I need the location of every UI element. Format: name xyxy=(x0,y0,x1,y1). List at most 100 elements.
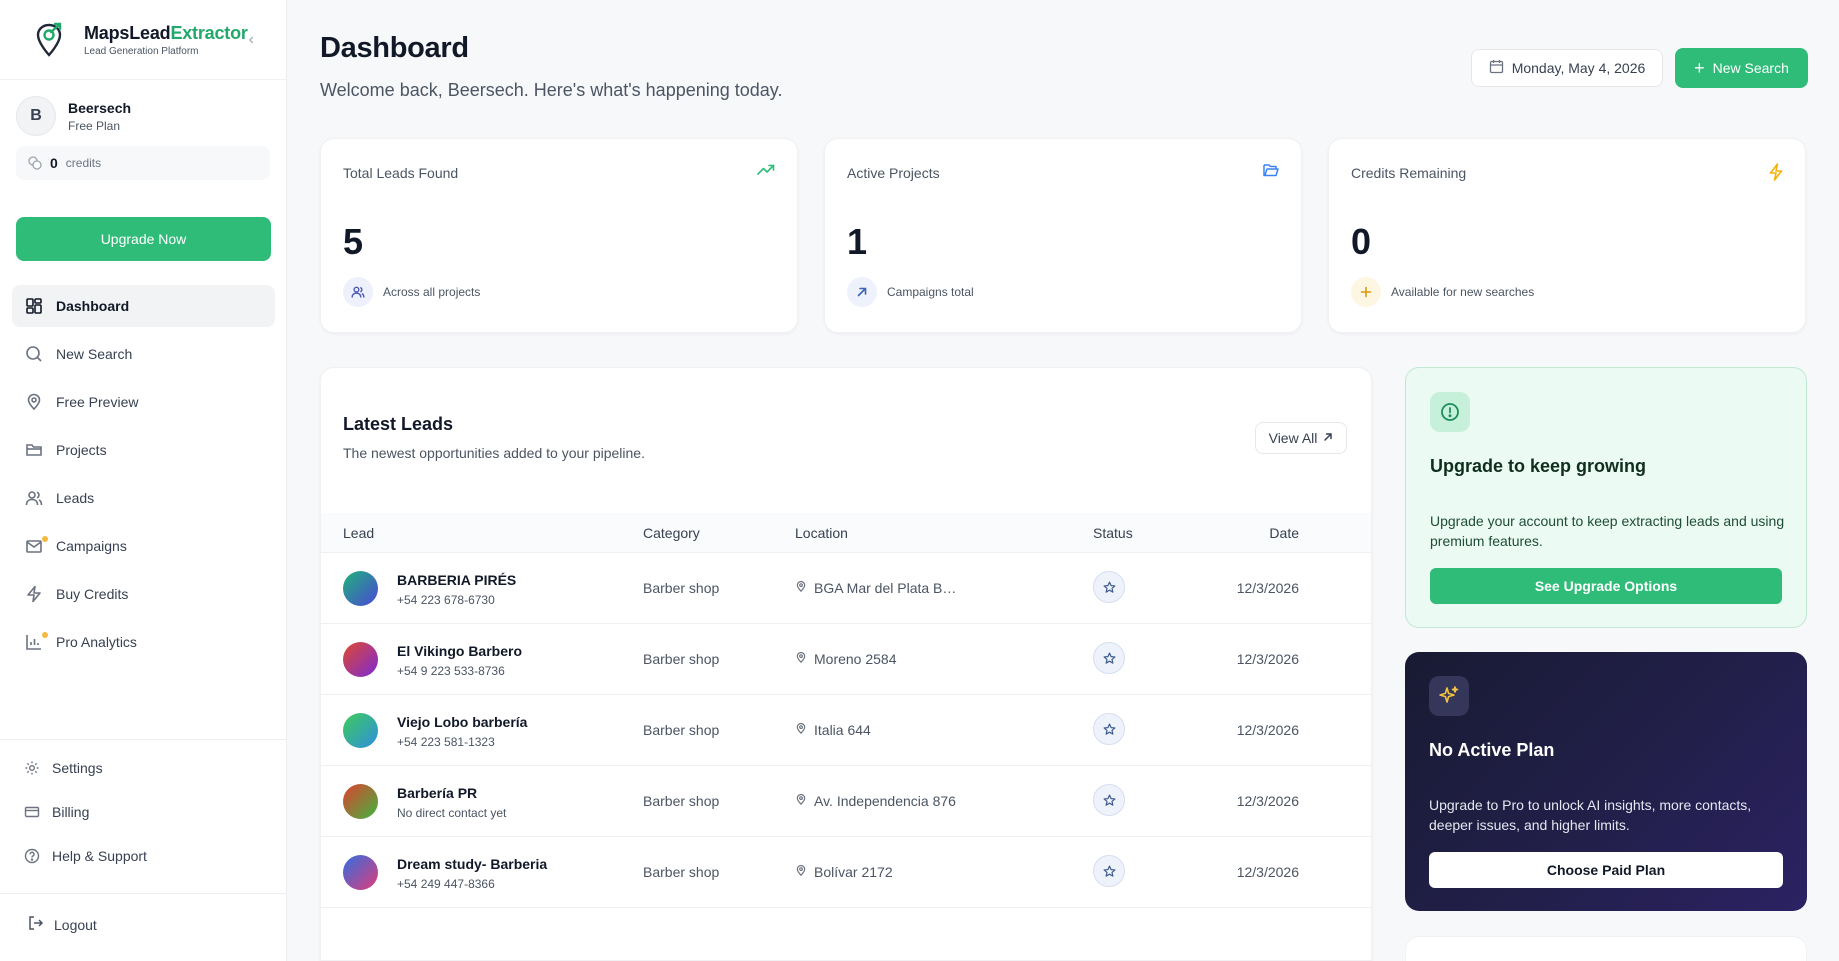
chart-icon xyxy=(24,632,44,652)
sidebar-item-billing[interactable]: Billing xyxy=(12,793,275,831)
star-icon[interactable] xyxy=(1093,855,1125,887)
alert-circle-icon xyxy=(1430,392,1470,432)
star-icon[interactable] xyxy=(1093,784,1125,816)
stat-value: 0 xyxy=(1351,221,1372,262)
map-pin-icon xyxy=(795,651,807,667)
sidebar-item-free-preview[interactable]: Free Preview xyxy=(12,381,275,423)
column-header-status[interactable]: Status xyxy=(1093,525,1133,541)
star-icon[interactable] xyxy=(1093,642,1125,674)
lead-location: Italia 644 xyxy=(795,722,871,738)
lead-name[interactable]: BARBERIA PIRÉS xyxy=(397,572,517,588)
users-icon xyxy=(343,277,373,307)
table-row[interactable]: BARBERIA PIRÉS +54 223 678-6730 Barber s… xyxy=(321,553,1371,624)
table-row[interactable]: Dream study- Barberia +54 249 447-8366 B… xyxy=(321,837,1371,908)
sidebar-item-label: Dashboard xyxy=(56,298,130,314)
main-content: Dashboard Welcome back, Beersech. Here's… xyxy=(287,0,1839,961)
lead-phone: +54 223 581-1323 xyxy=(397,735,495,749)
lead-location-text: Italia 644 xyxy=(814,722,871,738)
sidebar-item-buy-credits[interactable]: Buy Credits xyxy=(12,573,275,615)
page-title: Dashboard xyxy=(320,32,469,64)
lead-location: BGA Mar del Plata B… xyxy=(795,580,956,596)
table-row[interactable]: Barbería PR No direct contact yet Barber… xyxy=(321,766,1371,837)
sidebar-item-label: Leads xyxy=(56,490,95,506)
page-subtitle: Welcome back, Beersech. Here's what's ha… xyxy=(320,80,783,100)
lead-location: Av. Independencia 876 xyxy=(795,793,956,809)
table-row[interactable]: Viejo Lobo barbería +54 223 581-1323 Bar… xyxy=(321,695,1371,766)
credits-label: credits xyxy=(65,156,102,170)
sidebar: MapsLeadExtractor Lead Generation Platfo… xyxy=(0,0,287,961)
column-header-lead[interactable]: Lead xyxy=(343,525,375,541)
stat-label: Total Leads Found xyxy=(343,165,459,181)
stat-foot: Campaigns total xyxy=(887,285,974,299)
lead-category: Barber shop xyxy=(643,864,720,880)
lead-avatar xyxy=(343,784,378,819)
user-panel: B Beersech Free Plan 0 credits xyxy=(0,80,286,180)
user-plan: Free Plan xyxy=(68,118,121,133)
stat-value: 5 xyxy=(343,221,364,262)
lead-location-text: Moreno 2584 xyxy=(814,651,897,667)
lead-category: Barber shop xyxy=(643,722,720,738)
upgrade-card: Upgrade to keep growing Upgrade your acc… xyxy=(1405,367,1807,628)
stat-foot: Across all projects xyxy=(383,285,481,299)
sidebar-item-label: Pro Analytics xyxy=(56,634,137,650)
stat-card-credits-remaining: Credits Remaining 0 Available for new se… xyxy=(1328,138,1806,333)
lead-date: 12/3/2026 xyxy=(1236,864,1299,880)
sidebar-item-label: Free Preview xyxy=(56,394,139,410)
sidebar-item-label: Billing xyxy=(52,804,90,820)
lead-name[interactable]: Barbería PR xyxy=(397,785,478,801)
brand[interactable]: MapsLeadExtractor Lead Generation Platfo… xyxy=(0,0,286,80)
map-pin-icon xyxy=(795,793,807,809)
stat-label: Active Projects xyxy=(847,165,940,181)
plus-icon xyxy=(1351,277,1381,307)
additional-card xyxy=(1405,936,1807,961)
star-icon[interactable] xyxy=(1093,571,1125,603)
lead-name[interactable]: Viejo Lobo barbería xyxy=(397,714,528,730)
sidebar-item-pro-analytics[interactable]: Pro Analytics xyxy=(12,621,275,663)
column-header-location[interactable]: Location xyxy=(795,525,848,541)
lead-date: 12/3/2026 xyxy=(1236,580,1299,596)
logout-button[interactable]: Logout xyxy=(28,915,97,934)
lead-name[interactable]: Dream study- Barberia xyxy=(397,856,548,872)
lead-avatar xyxy=(343,642,378,677)
upgrade-card-title: Upgrade to keep growing xyxy=(1430,456,1647,476)
plan-card-description: Upgrade to Pro to unlock AI insights, mo… xyxy=(1429,797,1752,833)
map-pin-icon xyxy=(795,722,807,738)
map-pin-icon xyxy=(24,392,44,412)
upgrade-now-button[interactable]: Upgrade Now xyxy=(16,217,271,261)
sidebar-item-help-support[interactable]: Help & Support xyxy=(12,837,275,875)
table-header: Lead Category Location Status Date xyxy=(321,513,1371,553)
see-upgrade-options-button[interactable]: See Upgrade Options xyxy=(1430,568,1782,604)
sidebar-item-new-search[interactable]: New Search xyxy=(12,333,275,375)
lead-avatar xyxy=(343,855,378,890)
choose-paid-plan-button[interactable]: Choose Paid Plan xyxy=(1429,852,1783,888)
sidebar-item-label: Projects xyxy=(56,442,107,458)
new-search-button[interactable]: + New Search xyxy=(1675,48,1808,88)
avatar[interactable]: B xyxy=(16,96,56,136)
lead-category: Barber shop xyxy=(643,793,720,809)
sidebar-item-settings[interactable]: Settings xyxy=(12,749,275,787)
chevron-left-icon[interactable]: ‹ xyxy=(248,31,254,48)
column-header-category[interactable]: Category xyxy=(643,525,700,541)
sidebar-item-label: New Search xyxy=(56,346,133,362)
new-search-label: New Search xyxy=(1712,60,1789,76)
sidebar-item-leads[interactable]: Leads xyxy=(12,477,275,519)
plan-card: No Active Plan Upgrade to Pro to unlock … xyxy=(1405,652,1807,911)
lead-phone: +54 9 223 533-8736 xyxy=(397,664,505,678)
view-all-button[interactable]: View All xyxy=(1255,422,1347,454)
date-label: Monday, May 4, 2026 xyxy=(1511,60,1646,76)
trending-up-icon xyxy=(757,163,775,182)
stat-label: Credits Remaining xyxy=(1351,165,1467,181)
date-display[interactable]: Monday, May 4, 2026 xyxy=(1471,49,1663,87)
table-row[interactable]: El Vikingo Barbero +54 9 223 533-8736 Ba… xyxy=(321,624,1371,695)
star-icon[interactable] xyxy=(1093,713,1125,745)
map-pin-icon xyxy=(795,864,807,880)
lead-name[interactable]: El Vikingo Barbero xyxy=(397,643,522,659)
sidebar-item-campaigns[interactable]: Campaigns xyxy=(12,525,275,567)
sidebar-item-dashboard[interactable]: Dashboard xyxy=(12,285,275,327)
calendar-icon xyxy=(1489,59,1504,77)
bolt-icon xyxy=(1769,163,1783,186)
column-header-date[interactable]: Date xyxy=(1269,525,1299,541)
logout-icon xyxy=(28,915,44,934)
lead-phone: No direct contact yet xyxy=(397,806,507,820)
sidebar-item-projects[interactable]: Projects xyxy=(12,429,275,471)
